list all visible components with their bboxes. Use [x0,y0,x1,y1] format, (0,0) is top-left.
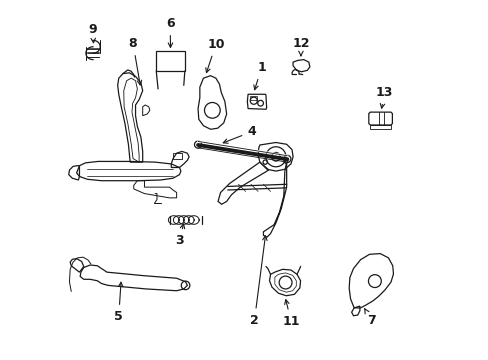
Text: 11: 11 [282,300,299,328]
Text: 7: 7 [364,308,375,327]
Text: 8: 8 [128,37,142,85]
Text: 13: 13 [375,86,392,108]
Text: 2: 2 [250,236,266,327]
Text: 10: 10 [205,38,224,73]
Text: 6: 6 [165,17,174,48]
Text: 12: 12 [292,37,309,56]
Bar [173,153,182,159]
Bar [156,51,184,71]
Text: 5: 5 [114,282,123,323]
Text: 4: 4 [223,125,256,143]
Text: 3: 3 [175,224,184,247]
Text: 9: 9 [88,23,97,43]
Text: 1: 1 [253,61,265,90]
